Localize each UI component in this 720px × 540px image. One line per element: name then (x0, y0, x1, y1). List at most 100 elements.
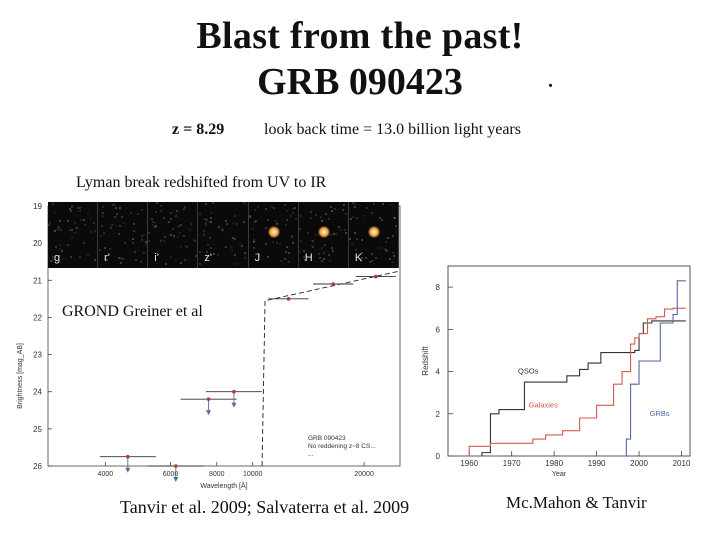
stamp-noise (360, 260, 363, 263)
stamp-noise (204, 217, 207, 220)
stamp-noise (392, 217, 395, 220)
stamp-noise (204, 202, 207, 205)
stamp-4: J (248, 202, 299, 268)
stamp-noise (331, 210, 334, 213)
slide-title-line1: Blast from the past! (196, 15, 524, 57)
stamp-noise (169, 234, 172, 237)
stamp-noise (284, 223, 287, 226)
stamp-noise (112, 203, 115, 206)
stamp-band-label: H (304, 252, 313, 264)
sed-xtick-label: 4000 (98, 471, 114, 478)
stamp-noise (213, 253, 216, 256)
stamp-noise (140, 208, 143, 211)
stamp-noise (217, 254, 220, 257)
stamp-noise (71, 205, 74, 208)
stamp-noise (224, 245, 227, 248)
stamp-noise (312, 245, 315, 248)
sed-ytick-label: 26 (33, 462, 42, 471)
stamp-noise (230, 238, 233, 241)
stamp-noise (78, 210, 81, 213)
stamp-noise (87, 212, 90, 215)
stamp-noise (102, 212, 105, 215)
stamp-noise (353, 202, 356, 205)
stamp-noise (108, 226, 111, 229)
stamp-noise (58, 220, 61, 223)
stamp-noise (152, 220, 155, 223)
stamp-noise (206, 219, 209, 222)
stamp-noise (135, 258, 138, 261)
stamp-noise (284, 203, 287, 206)
sed-detection-point (331, 282, 335, 286)
stamp-noise (254, 252, 257, 255)
stamp-noise (164, 262, 167, 265)
stamp-noise (329, 234, 332, 237)
stamp-source (367, 226, 380, 238)
stamp-noise (234, 238, 237, 241)
stamp-noise (291, 207, 294, 210)
stamp-noise (300, 239, 303, 242)
stamp-noise (99, 235, 102, 238)
stamp-noise (352, 215, 355, 218)
stamp-noise (220, 229, 223, 232)
stamp-noise (243, 251, 246, 254)
stamp-noise (351, 243, 354, 246)
stamp-noise (271, 206, 274, 209)
sed-ytick-label: 25 (33, 425, 42, 434)
stamp-noise (334, 232, 337, 235)
stamp-noise (288, 261, 291, 264)
stamp-noise (285, 219, 288, 222)
stamp-noise (241, 244, 244, 247)
stamp-band-label: z' (204, 252, 213, 264)
stamp-noise (103, 257, 106, 260)
stamp-noise (243, 202, 246, 205)
stamp-noise (94, 229, 97, 232)
stamp-noise (140, 239, 143, 242)
stamp-noise (264, 208, 267, 211)
stamp-noise (383, 248, 386, 251)
stamp-noise (183, 234, 186, 237)
stamp-noise (349, 218, 352, 221)
stamp-2: i' (148, 202, 199, 268)
sed-limit-arrowhead (206, 410, 212, 416)
stamp-noise (209, 212, 212, 215)
stamp-noise (315, 234, 318, 237)
stamp-noise (175, 210, 178, 213)
stamp-band-label: r' (104, 252, 110, 264)
stamp-noise (235, 223, 238, 226)
stamp-noise (144, 241, 147, 244)
sed-ytick-label: 22 (33, 313, 42, 322)
stamp-noise (391, 251, 394, 254)
sed-limit-point (206, 397, 211, 401)
stamp-noise (370, 259, 373, 262)
stamp-noise (285, 246, 288, 249)
stamp-noise (309, 217, 312, 220)
zplot-ylabel: Redshift (421, 346, 430, 376)
stamp-noise (119, 256, 122, 259)
stamp-noise (284, 258, 286, 261)
stamp-band-label: g (54, 252, 61, 264)
stamp-noise (368, 261, 371, 264)
stamp-noise (170, 211, 173, 214)
stamp-noise (291, 236, 294, 239)
stamp-noise (245, 202, 248, 205)
stamp-noise (87, 254, 90, 257)
stamp-noise (224, 220, 227, 223)
stamp-noise (70, 209, 73, 212)
stamp-noise (330, 246, 333, 249)
stamp-noise (209, 237, 212, 240)
stamp-noise (59, 243, 62, 246)
stamp-noise (239, 242, 242, 245)
stamp-noise (349, 238, 352, 241)
stamp-noise (59, 248, 62, 251)
stamp-noise (93, 222, 96, 225)
stamp-noise (322, 251, 325, 254)
zplot-xtick-label: 1980 (545, 459, 563, 468)
stamp-noise (148, 232, 151, 235)
stamp-noise (167, 221, 170, 224)
stamp-noise (162, 240, 165, 243)
sed-limit-point (126, 454, 130, 459)
zplot-series-line (625, 280, 686, 456)
stamp-noise (255, 220, 258, 223)
stamp-noise (281, 262, 284, 265)
sed-legend-entry: ... (308, 451, 314, 458)
